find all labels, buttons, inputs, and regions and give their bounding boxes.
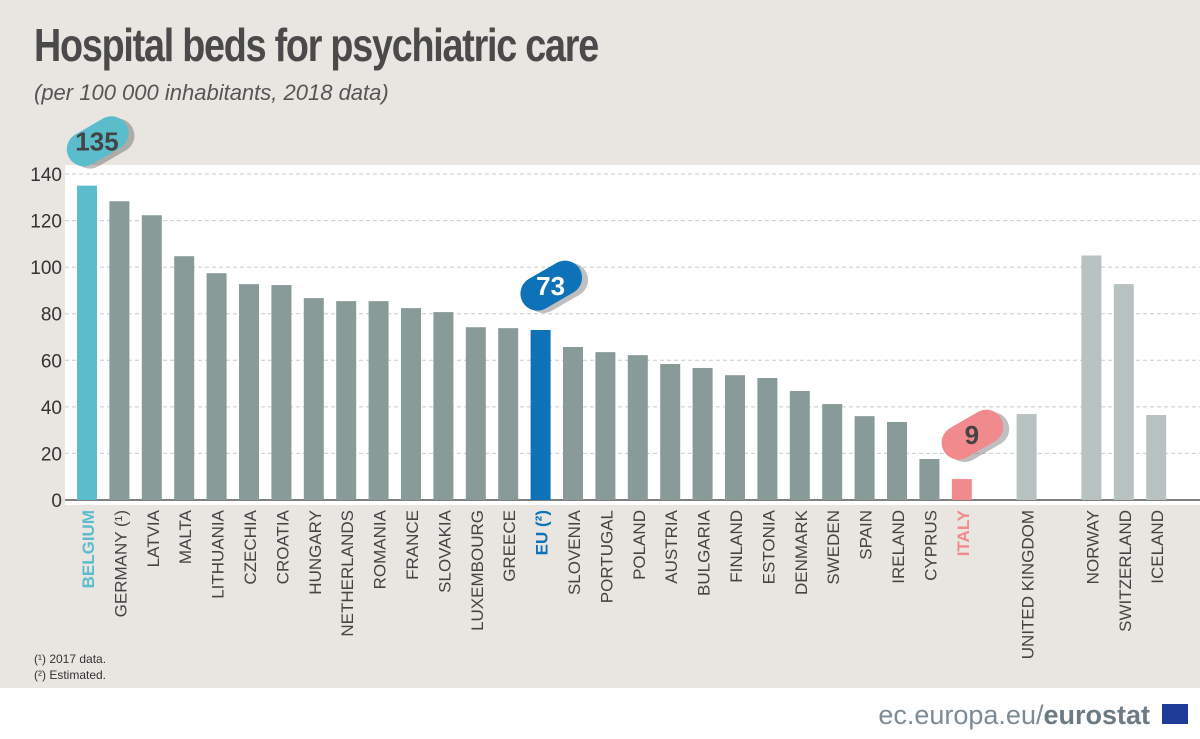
x-tick-label: DENMARK (792, 509, 811, 595)
x-tick-label: IRELAND (889, 510, 908, 584)
bar-finland (725, 375, 745, 500)
bar-romania (368, 301, 389, 500)
x-tick-label: LATVIA (144, 509, 163, 567)
x-tick-label: SLOVENIA (565, 509, 584, 595)
x-tick-label: SPAIN (857, 510, 876, 560)
x-tick-label: FRANCE (403, 510, 422, 580)
callout-pill (520, 260, 583, 311)
bar-spain (854, 416, 875, 500)
bar-france (401, 308, 421, 500)
bar-bulgaria (692, 367, 713, 500)
x-tick-label: AUSTRIA (662, 509, 681, 583)
x-tick-label: HUNGARY (306, 510, 325, 595)
x-tick-label: GREECE (500, 510, 519, 582)
x-tick-label: NETHERLANDS (338, 510, 357, 637)
bar-sweden (822, 404, 843, 500)
x-tick-label: LUXEMBOURG (468, 510, 487, 631)
x-tick-label: SWEDEN (824, 510, 843, 585)
callout-pill (66, 116, 129, 167)
x-tick-label: MALTA (176, 509, 195, 564)
y-tick-label: 140 (30, 165, 62, 186)
bar-luxembourg (465, 327, 486, 500)
value-callout (520, 260, 589, 313)
footnote-2: (²) Estimated. (34, 668, 107, 682)
bar-hungary (303, 298, 324, 500)
data-label: 73 (536, 271, 565, 301)
y-tick-label: 0 (51, 491, 62, 512)
bar-iceland (1146, 415, 1167, 500)
y-tick-label: 60 (41, 351, 62, 372)
bar-norway (1081, 255, 1102, 500)
y-tick-label: 20 (41, 444, 62, 465)
x-tick-label: POLAND (630, 510, 649, 580)
bar-germany- (109, 201, 130, 500)
x-tick-label: LITHUANIA (209, 509, 228, 598)
bar-cyprus (919, 459, 940, 500)
y-tick-label: 120 (30, 212, 62, 233)
bar-austria (660, 364, 681, 500)
y-tick-label: 80 (41, 305, 62, 326)
x-tick-label: NORWAY (1083, 510, 1102, 584)
eu-flag-icon (1162, 704, 1188, 724)
value-callout (66, 116, 135, 169)
value-callout (941, 409, 1010, 463)
bar-eu- (530, 330, 551, 500)
bar-slovakia (433, 312, 454, 500)
x-tick-label: CZECHIA (241, 509, 260, 584)
x-tick-label: EU (²) (533, 510, 552, 555)
x-tick-label: ICELAND (1148, 510, 1167, 584)
footnote-1: (¹) 2017 data. (34, 652, 107, 666)
bar-belgium (77, 185, 97, 500)
bar-ireland (887, 421, 907, 500)
x-tick-label: UNITED KINGDOM (1019, 510, 1038, 659)
bar-netherlands (336, 301, 357, 500)
bar-chart: 0 20 40 60 80 100 120 140 BELGIUM GERMANY (¹) LATV… (30, 116, 1200, 659)
data-label: 135 (75, 127, 118, 157)
x-tick-label: ITALY (954, 509, 973, 556)
callout-pill (941, 409, 1004, 460)
y-tick-label: 40 (41, 398, 62, 419)
data-label: 9 (965, 420, 979, 450)
x-tick-label: SWITZERLAND (1116, 510, 1135, 632)
bar-portugal (595, 352, 616, 500)
bar-latvia (141, 215, 162, 501)
bar-czechia (239, 284, 259, 500)
bar-united-kingdom (1016, 414, 1037, 500)
bar-slovenia (563, 347, 583, 500)
footer-brand: eurostat (1043, 700, 1150, 730)
footer-url[interactable]: ec.europa.eu/eurostat (878, 700, 1150, 731)
x-tick-label: FINLAND (727, 510, 746, 583)
x-tick-label: SLOVAKIA (435, 509, 454, 592)
x-tick-label: CROATIA (273, 509, 292, 584)
x-tick-label: BULGARIA (695, 509, 714, 596)
chart-title: Hospital beds for psychiatric care (34, 19, 599, 71)
bar-malta (174, 256, 195, 500)
bar-denmark (789, 391, 810, 500)
bar-lithuania (206, 273, 227, 500)
footer-site: ec.europa.eu/ (878, 700, 1044, 730)
x-tick-label: GERMANY (¹) (111, 510, 130, 617)
bar-italy (951, 479, 972, 500)
x-tick-label: CYPRUS (921, 510, 940, 581)
x-tick-label: ESTONIA (759, 509, 778, 584)
x-tick-label: BELGIUM (79, 510, 98, 588)
bar-estonia (757, 377, 778, 500)
y-tick-label: 100 (30, 258, 62, 279)
chart-subtitle: (per 100 000 inhabitants, 2018 data) (34, 80, 389, 105)
bar-croatia (271, 285, 292, 500)
bar-switzerland (1113, 284, 1134, 500)
x-tick-label: PORTUGAL (597, 510, 616, 603)
x-tick-label: ROMANIA (371, 509, 390, 589)
bar-greece (498, 328, 519, 500)
bar-poland (627, 355, 648, 500)
